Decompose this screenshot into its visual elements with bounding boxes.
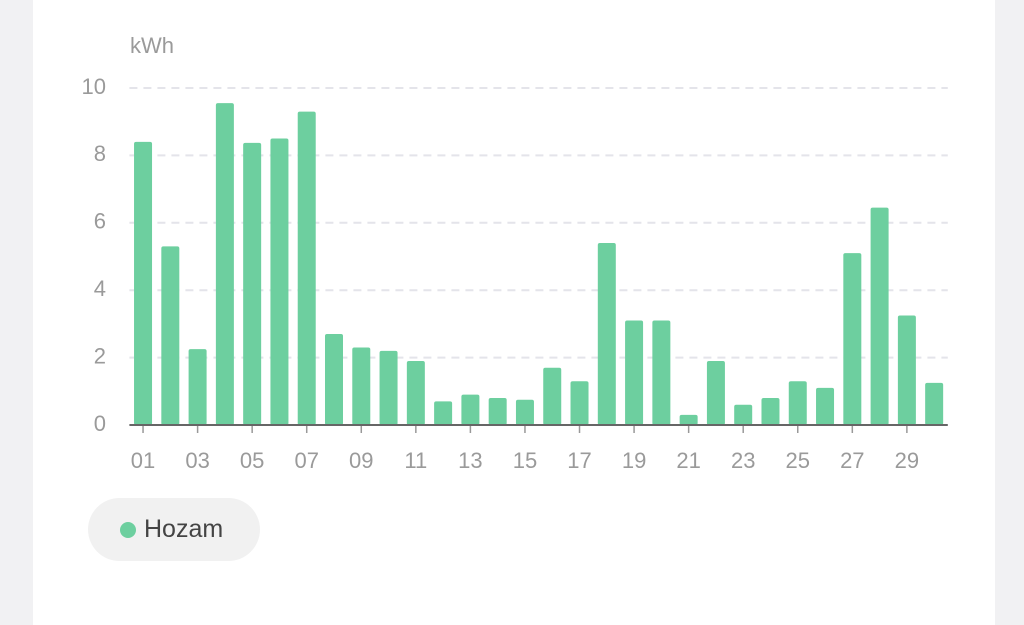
- y-tick-label: 6: [94, 209, 106, 234]
- bar: [925, 382, 944, 425]
- y-tick-label: 0: [94, 411, 106, 436]
- x-tick-label: 09: [349, 448, 373, 473]
- bar: [134, 141, 153, 426]
- x-tick-label: 19: [622, 448, 646, 473]
- bar: [543, 367, 562, 425]
- bar: [570, 381, 589, 425]
- bar: [897, 315, 916, 425]
- x-tick-label: 03: [185, 448, 209, 473]
- bar: [270, 138, 289, 426]
- bar: [597, 243, 616, 425]
- bar: [652, 320, 671, 425]
- bar: [352, 347, 371, 425]
- x-tick-label: 21: [676, 448, 700, 473]
- y-axis-label: kWh: [130, 33, 174, 58]
- bar: [706, 360, 725, 425]
- x-tick-label: 01: [131, 448, 155, 473]
- bar: [161, 246, 180, 425]
- legend[interactable]: Hozam: [88, 498, 260, 561]
- bar: [488, 398, 507, 425]
- x-tick-label: 13: [458, 448, 482, 473]
- bar: [816, 387, 835, 425]
- y-tick-label: 2: [94, 343, 106, 368]
- bar: [870, 207, 889, 425]
- y-tick-label: 4: [94, 276, 106, 301]
- bar: [297, 111, 316, 425]
- x-tick-label: 05: [240, 448, 264, 473]
- x-tick-label: 17: [567, 448, 591, 473]
- bar: [761, 398, 780, 425]
- x-tick-label: 27: [840, 448, 864, 473]
- x-tick-label: 11: [404, 448, 427, 473]
- bar: [243, 142, 262, 425]
- bar: [734, 404, 753, 425]
- x-tick-label: 23: [731, 448, 755, 473]
- bar: [188, 349, 207, 425]
- x-tick-label: 07: [294, 448, 318, 473]
- bar: [843, 253, 862, 425]
- bar: [379, 350, 398, 425]
- bar: [434, 401, 453, 425]
- y-tick-label: 8: [94, 141, 106, 166]
- x-tick-label: 25: [786, 448, 810, 473]
- x-tick-label: 15: [513, 448, 537, 473]
- bar: [406, 360, 425, 425]
- legend-label: Hozam: [144, 515, 224, 543]
- bar: [215, 103, 234, 425]
- x-tick-label: 29: [895, 448, 919, 473]
- bar: [788, 381, 807, 425]
- bar: [461, 394, 480, 425]
- bar: [325, 334, 343, 425]
- bar: [515, 399, 534, 425]
- bar: [679, 414, 698, 425]
- bar: [625, 320, 644, 425]
- legend-marker: [120, 521, 136, 538]
- y-tick-label: 10: [82, 74, 106, 99]
